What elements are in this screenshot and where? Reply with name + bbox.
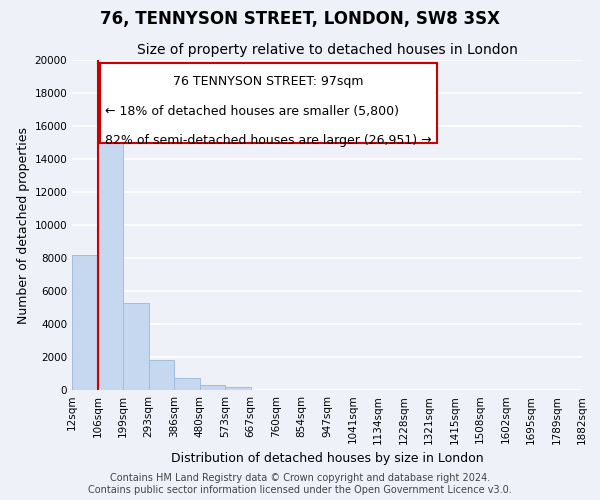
Bar xyxy=(149,360,174,390)
X-axis label: Distribution of detached houses by size in London: Distribution of detached houses by size … xyxy=(170,452,484,465)
Text: Contains HM Land Registry data © Crown copyright and database right 2024.
Contai: Contains HM Land Registry data © Crown c… xyxy=(88,474,512,495)
Title: Size of property relative to detached houses in London: Size of property relative to detached ho… xyxy=(137,44,517,58)
FancyBboxPatch shape xyxy=(100,64,437,142)
Bar xyxy=(199,385,225,390)
Bar xyxy=(72,254,97,390)
Text: ← 18% of detached houses are smaller (5,800): ← 18% of detached houses are smaller (5,… xyxy=(105,104,399,118)
Bar xyxy=(174,378,199,390)
Text: 76, TENNYSON STREET, LONDON, SW8 3SX: 76, TENNYSON STREET, LONDON, SW8 3SX xyxy=(100,10,500,28)
Y-axis label: Number of detached properties: Number of detached properties xyxy=(17,126,30,324)
Text: 76 TENNYSON STREET: 97sqm: 76 TENNYSON STREET: 97sqm xyxy=(173,75,364,88)
Bar xyxy=(97,116,123,390)
Bar xyxy=(123,302,149,390)
Text: 82% of semi-detached houses are larger (26,951) →: 82% of semi-detached houses are larger (… xyxy=(105,134,432,147)
Bar xyxy=(225,386,251,390)
